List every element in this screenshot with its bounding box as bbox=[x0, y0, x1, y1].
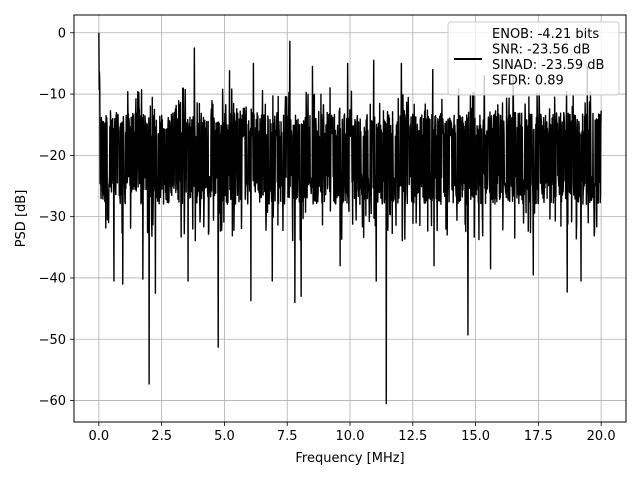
x-tick-label: 7.5 bbox=[277, 429, 298, 444]
x-tick-label: 0.0 bbox=[89, 429, 110, 444]
x-axis-label: Frequency [MHz] bbox=[295, 451, 404, 466]
x-tick-label: 10.0 bbox=[336, 429, 365, 444]
legend: ENOB: -4.21 bits SNR: -23.56 dB SINAD: -… bbox=[447, 21, 620, 96]
y-tick-label: −10 bbox=[39, 88, 66, 103]
legend-sfdr-text: SFDR: 0.89 bbox=[492, 74, 564, 89]
x-tick-label: 17.5 bbox=[524, 429, 553, 444]
y-tick-label: −60 bbox=[39, 394, 66, 409]
x-tick-label: 12.5 bbox=[398, 429, 427, 444]
y-axis-ticks: 0 −10 −20 −30 −40 −50 −60 bbox=[39, 26, 74, 409]
x-axis-ticks: 0.0 2.5 5.0 7.5 10.0 12.5 15.0 17.5 20.0 bbox=[89, 422, 616, 444]
x-tick-label: 5.0 bbox=[214, 429, 235, 444]
y-tick-label: −30 bbox=[39, 210, 66, 225]
x-tick-label: 2.5 bbox=[151, 429, 172, 444]
psd-series-line bbox=[98, 32, 602, 405]
series-layer bbox=[98, 32, 602, 405]
x-tick-label: 20.0 bbox=[587, 429, 616, 444]
legend-sinad-text: SINAD: -23.59 dB bbox=[492, 58, 604, 73]
legend-snr-text: SNR: -23.56 dB bbox=[492, 43, 590, 58]
y-tick-label: −20 bbox=[39, 149, 66, 164]
legend-enob-text: ENOB: -4.21 bits bbox=[492, 27, 599, 42]
x-tick-label: 15.0 bbox=[461, 429, 490, 444]
y-tick-label: 0 bbox=[58, 26, 66, 41]
y-tick-label: −50 bbox=[39, 333, 66, 348]
y-axis-label: PSD [dB] bbox=[14, 190, 29, 248]
y-tick-label: −40 bbox=[39, 271, 66, 286]
legend-box bbox=[447, 21, 620, 96]
